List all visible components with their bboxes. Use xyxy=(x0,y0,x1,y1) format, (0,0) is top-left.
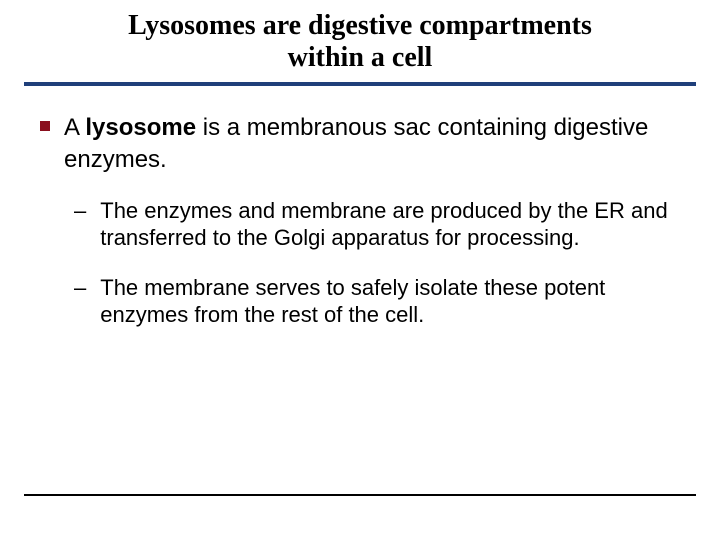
bullet-level-2-text: The membrane serves to safely isolate th… xyxy=(100,274,680,329)
dash-bullet-icon: – xyxy=(74,274,86,302)
bullet-level-2-text: The enzymes and membrane are produced by… xyxy=(100,197,680,252)
body: A lysosome is a membranous sac containin… xyxy=(0,86,720,328)
title-block: Lysosomes are digestive compartments wit… xyxy=(0,0,720,74)
l1-bold-term: lysosome xyxy=(85,114,196,141)
title-line-1: Lysosomes are digestive compartments xyxy=(128,10,592,41)
bullet-level-1: A lysosome is a membranous sac containin… xyxy=(40,112,680,174)
l1-prefix: A xyxy=(64,114,85,141)
bullet-level-2: – The enzymes and membrane are produced … xyxy=(74,197,680,252)
footer-rule xyxy=(24,494,696,496)
bullet-level-1-text: A lysosome is a membranous sac containin… xyxy=(64,112,680,174)
slide: Lysosomes are digestive compartments wit… xyxy=(0,0,720,540)
dash-bullet-icon: – xyxy=(74,197,86,225)
title-line-2: within a cell xyxy=(288,42,433,73)
square-bullet-icon xyxy=(40,121,50,131)
slide-title: Lysosomes are digestive compartments wit… xyxy=(60,10,660,74)
bullet-level-2: – The membrane serves to safely isolate … xyxy=(74,274,680,329)
